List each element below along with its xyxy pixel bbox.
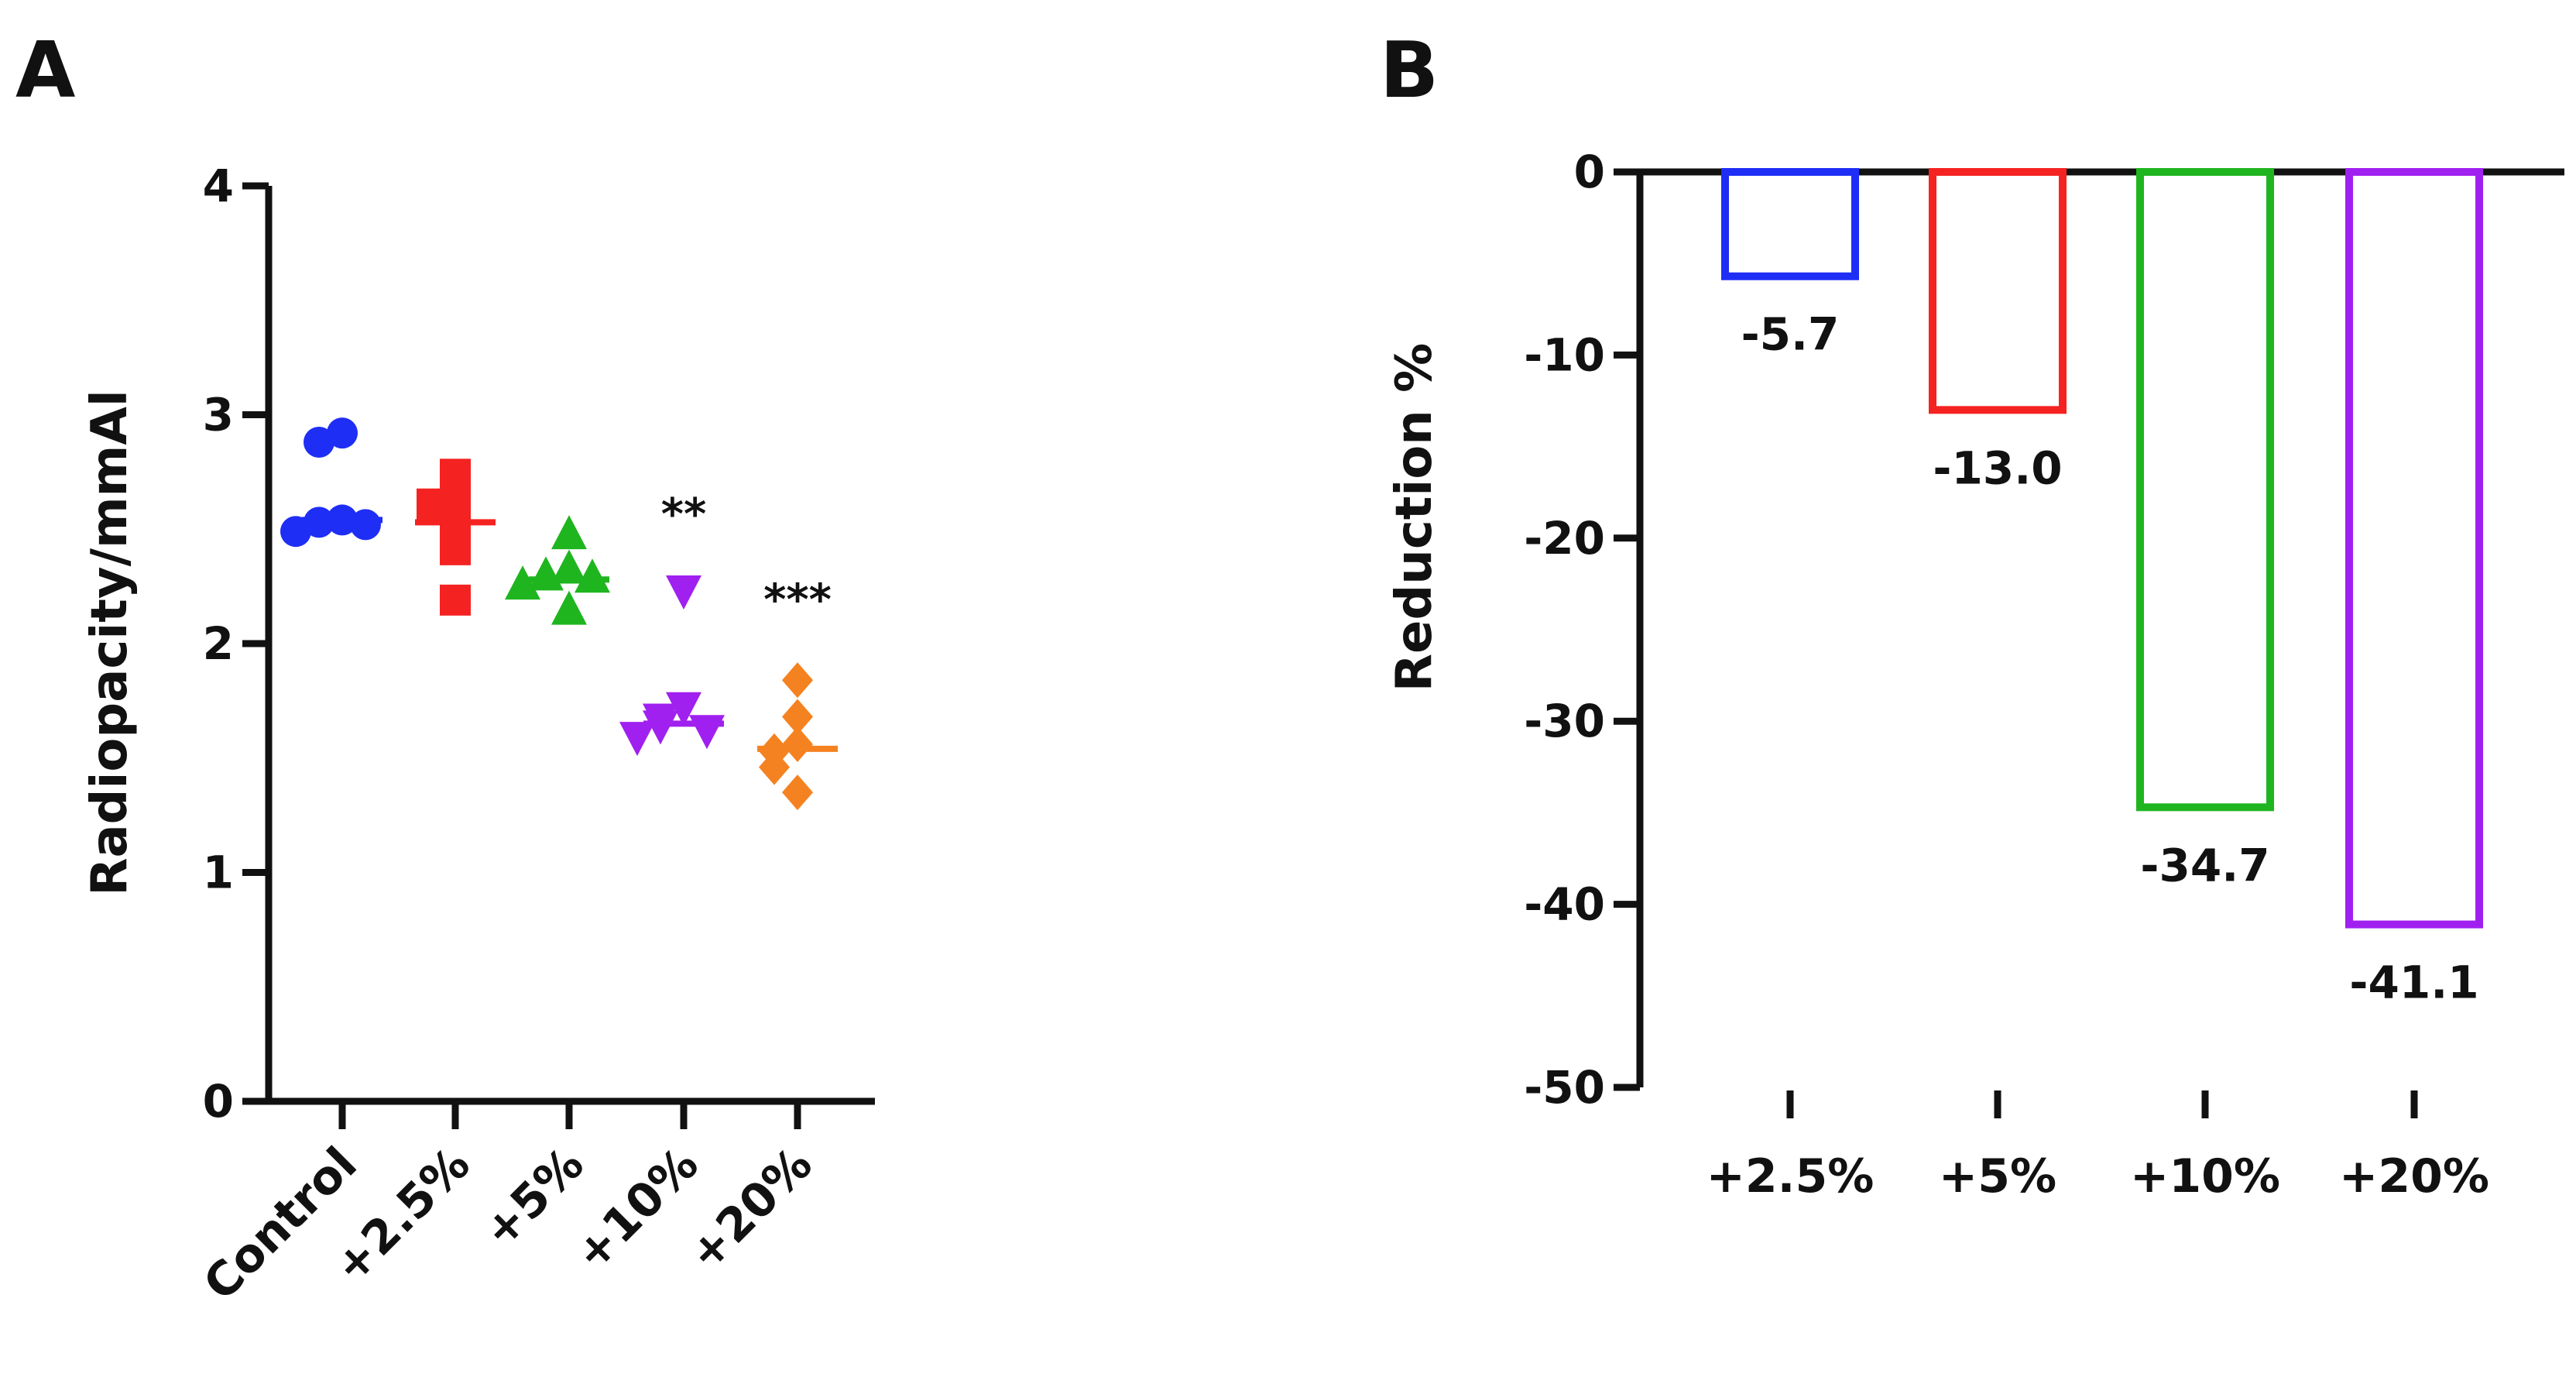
panel-a-y-tick-label: 3 bbox=[203, 389, 234, 441]
panel-a-point-diamond bbox=[782, 774, 813, 811]
panel-a-point-diamond bbox=[782, 726, 813, 763]
panel-a-significance: ***** bbox=[661, 489, 832, 625]
panel-a-point-circle bbox=[280, 516, 311, 548]
panel-a-points bbox=[280, 417, 813, 811]
panel-a-point-diamond bbox=[782, 662, 813, 699]
panel-b-bars bbox=[1721, 168, 2483, 929]
panel-b-bar bbox=[2345, 168, 2483, 929]
panel-a-significance-label: ** bbox=[661, 489, 707, 540]
panel-b-bar bbox=[1721, 168, 1859, 280]
panel-b-x-tick-label: +20% bbox=[2339, 1149, 2489, 1204]
panel-a-point-triangle-down bbox=[689, 715, 725, 750]
panel-b-bar bbox=[2136, 168, 2274, 812]
panel-a-point-triangle-down bbox=[643, 710, 678, 745]
panel-a-y-ticks: 0 1 2 3 4 bbox=[203, 160, 269, 1128]
panel-a-x-tick-label: +10% bbox=[564, 1137, 709, 1282]
panel-a-point-square bbox=[440, 534, 471, 565]
panel-a-x-ticks: Control+2.5%+5%+10%+20% bbox=[194, 1101, 823, 1311]
panel-b-label: B bbox=[1380, 25, 1439, 115]
panel-a-point-triangle-up bbox=[505, 565, 540, 600]
panel-b-y-tick-label: -40 bbox=[1524, 878, 1605, 931]
panel-a-point-triangle-down bbox=[666, 575, 701, 610]
panel-b-y-tick-label: 0 bbox=[1574, 146, 1605, 198]
panel-b-value-label: -13.0 bbox=[1933, 441, 2062, 494]
panel-a-y-tick-label: 0 bbox=[203, 1075, 234, 1128]
panel-b-y-tick-label: -30 bbox=[1524, 695, 1605, 747]
panel-b-value-labels: -5.7 -13.0 -34.7 -41.1 bbox=[1741, 308, 2479, 1009]
panel-b-value-label: -41.1 bbox=[2349, 956, 2478, 1009]
panel-b-y-tick-label: -10 bbox=[1524, 328, 1605, 381]
panel-b-x-tick-label: +2.5% bbox=[1706, 1149, 1875, 1204]
panel-a-medians bbox=[302, 517, 838, 752]
panel-a-x-tick-label: +20% bbox=[678, 1137, 823, 1282]
panel-a-point-triangle-up bbox=[575, 558, 610, 593]
panel-a-y-axis-title: Radiopacity/mmAl bbox=[81, 390, 139, 896]
panel-a-point-triangle-up bbox=[551, 515, 587, 550]
panel-b-x-tick-label: +5% bbox=[1939, 1149, 2056, 1204]
panel-b-y-tick-label: -50 bbox=[1524, 1061, 1605, 1114]
panel-b-y-axis-title: Reduction % bbox=[1386, 343, 1443, 692]
panel-a-y-tick-label: 2 bbox=[203, 617, 234, 670]
panel-a-point-circle bbox=[350, 509, 381, 541]
panel-b-value-label: -34.7 bbox=[2140, 839, 2269, 891]
panel-a-significance-label: *** bbox=[763, 575, 832, 625]
panel-a-point-triangle-up bbox=[551, 590, 587, 625]
panel-b-x-tick-label: +10% bbox=[2130, 1149, 2280, 1204]
panel-a-point-triangle-up bbox=[551, 549, 587, 584]
panel-a-label: A bbox=[15, 25, 75, 115]
panel-b-y-tick-label: -20 bbox=[1524, 512, 1605, 565]
panel-a-point-diamond bbox=[759, 749, 790, 785]
panel-b-bar bbox=[1929, 168, 2067, 414]
panel-a-point-circle bbox=[327, 417, 358, 449]
panel-b: B 0 -10 -20 -30 -40 -50 +2.5% +5% +10% +20% -5.7… bbox=[1380, 25, 2564, 1204]
panel-b-x-ticks: +2.5% +5% +10% +20% bbox=[1706, 1090, 2489, 1204]
panel-a-x-tick-label: Control bbox=[194, 1137, 368, 1311]
panel-a-point-triangle-down bbox=[666, 692, 701, 726]
panel-a-point-diamond bbox=[782, 699, 813, 735]
panel-b-y-ticks: 0 -10 -20 -30 -40 -50 bbox=[1524, 146, 1640, 1114]
panel-a-point-square bbox=[440, 584, 471, 616]
panel-a-y-tick-label: 1 bbox=[203, 847, 234, 899]
panel-a-point-circle bbox=[304, 426, 334, 458]
panel-b-value-label: -5.7 bbox=[1741, 308, 1840, 361]
panel-a-point-triangle-down bbox=[619, 722, 655, 757]
panel-a-y-tick-label: 4 bbox=[203, 160, 234, 212]
